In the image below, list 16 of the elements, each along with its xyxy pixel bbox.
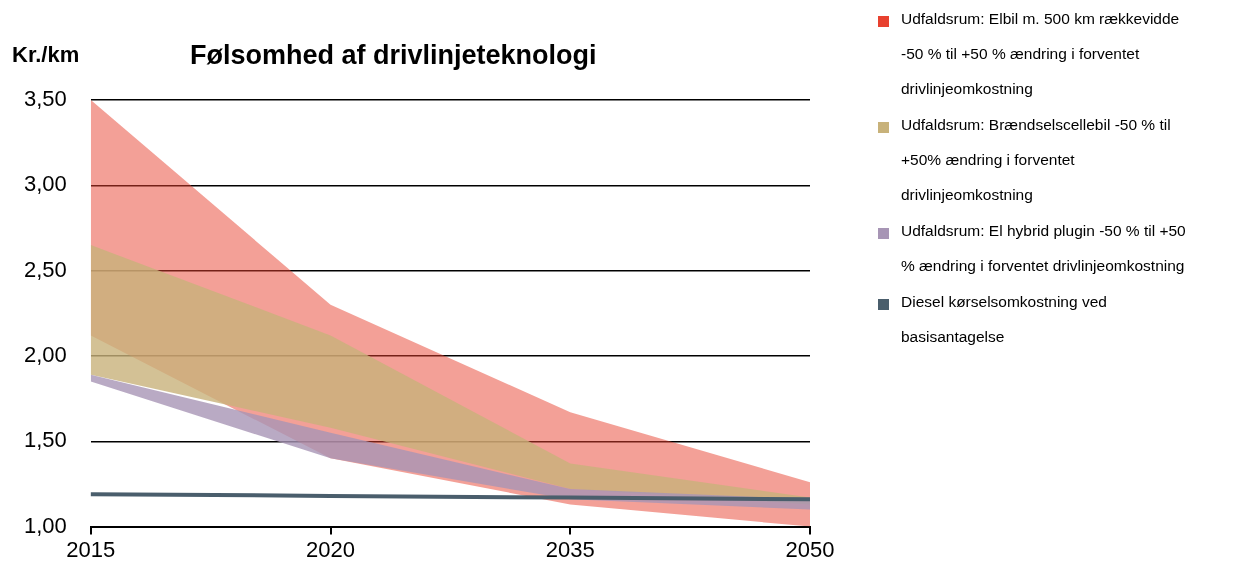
chart-title: Følsomhed af drivlinjeteknologi	[190, 40, 597, 71]
x-tick-label: 2015	[66, 536, 116, 562]
legend-label: Udfaldsrum: Elbil m. 500 km rækkevidde -50 % til +50 % ændring i forventet drivlinjeomkostning	[901, 9, 1181, 99]
y-tick-label: 3,50	[23, 86, 67, 112]
x-tick-label: 2050	[785, 536, 835, 562]
y-tick-label: 1,50	[23, 427, 67, 453]
y-tick-label: 2,50	[23, 256, 67, 282]
legend-label: Diesel kørselsomkostning ved basisantagelse	[901, 292, 1108, 347]
x-tick-label: 2020	[306, 536, 356, 562]
y-tick-label: 2,00	[23, 342, 67, 368]
y-tick-label: 1,00	[23, 512, 67, 538]
legend-label: Udfaldsrum: El hybrid plugin -50 % til +50 % ændring i forventet drivlinjeomkostning	[901, 221, 1187, 276]
x-tick-label: 2035	[545, 536, 595, 562]
legend-label: Udfaldsrum: Brændselscellebil -50 % til +50% ændring i forventet drivlinjeomkostning	[901, 115, 1172, 205]
y-axis-title: Kr./km	[12, 42, 80, 68]
y-tick-label: 3,00	[23, 171, 67, 197]
